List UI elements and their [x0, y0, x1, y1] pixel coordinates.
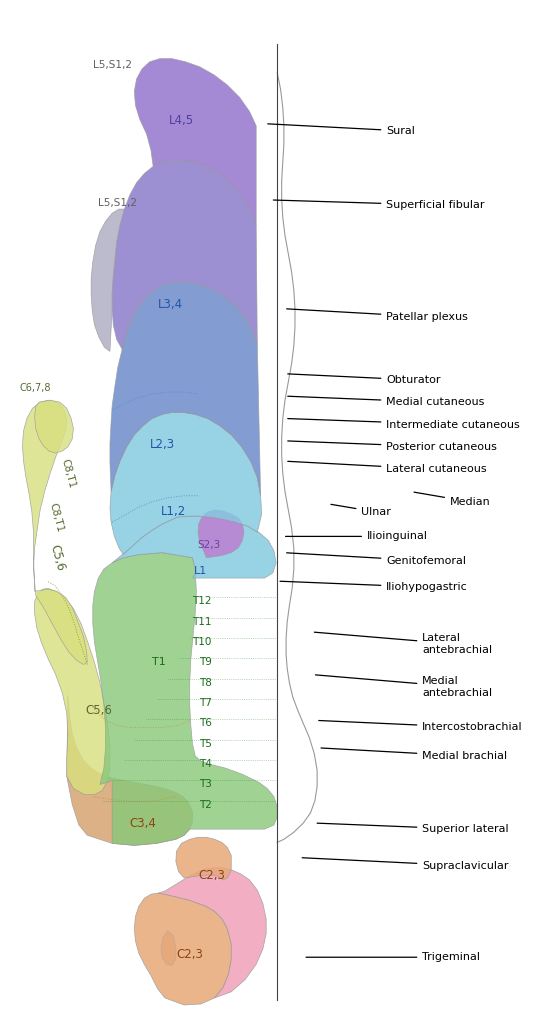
Polygon shape [134, 58, 256, 225]
Text: Lateral
antebrachial: Lateral antebrachial [314, 632, 493, 655]
Text: Supraclavicular: Supraclavicular [302, 858, 509, 870]
Text: L5,S1,2: L5,S1,2 [98, 198, 137, 208]
Text: L2,3: L2,3 [150, 438, 175, 452]
Polygon shape [91, 209, 124, 351]
Text: Medial
antebrachial: Medial antebrachial [315, 675, 493, 697]
Text: C5,6: C5,6 [47, 543, 66, 572]
Text: Obturator: Obturator [288, 374, 441, 385]
Text: C8,T1: C8,T1 [59, 458, 76, 489]
Polygon shape [157, 867, 266, 997]
Polygon shape [198, 510, 244, 558]
Text: T6: T6 [199, 719, 211, 728]
Text: T12: T12 [192, 596, 211, 606]
Polygon shape [110, 283, 261, 496]
Polygon shape [93, 553, 277, 846]
Text: C5,6: C5,6 [85, 703, 112, 717]
Text: T9: T9 [199, 657, 211, 668]
Text: T11: T11 [192, 616, 211, 627]
Text: Patellar plexus: Patellar plexus [287, 309, 468, 322]
Text: T5: T5 [199, 738, 211, 749]
Text: T4: T4 [199, 759, 211, 769]
Text: Lateral cutaneous: Lateral cutaneous [288, 462, 487, 474]
Text: T2: T2 [199, 800, 211, 810]
Text: Trigeminal: Trigeminal [306, 952, 480, 963]
Polygon shape [112, 161, 257, 349]
Polygon shape [176, 838, 231, 880]
Text: L3,4: L3,4 [158, 298, 183, 311]
Text: C2,3: C2,3 [176, 947, 203, 961]
Text: Ulnar: Ulnar [331, 505, 391, 517]
Text: S2,3: S2,3 [198, 540, 221, 550]
Text: L1,2: L1,2 [161, 506, 186, 518]
Text: L1: L1 [194, 566, 208, 575]
Text: Sural: Sural [268, 124, 415, 136]
Text: C2,3: C2,3 [199, 869, 225, 883]
Text: C8,T1: C8,T1 [47, 501, 64, 532]
Text: Intermediate cutaneous: Intermediate cutaneous [288, 419, 520, 430]
Polygon shape [22, 400, 87, 665]
Text: T10: T10 [192, 637, 211, 647]
Polygon shape [161, 931, 176, 966]
Text: C3,4: C3,4 [129, 816, 156, 829]
Polygon shape [35, 588, 110, 795]
Polygon shape [112, 516, 276, 579]
Text: Median: Median [414, 493, 491, 507]
Text: L5,S1,2: L5,S1,2 [93, 59, 132, 70]
Text: T7: T7 [199, 698, 211, 709]
Polygon shape [134, 893, 231, 1005]
Text: T3: T3 [199, 779, 211, 790]
Text: Ilioinguinal: Ilioinguinal [286, 531, 428, 542]
Polygon shape [67, 695, 193, 846]
Text: L4,5: L4,5 [169, 114, 194, 127]
Text: T1: T1 [152, 657, 166, 668]
Text: Posterior cutaneous: Posterior cutaneous [288, 441, 497, 452]
Text: C6,7,8: C6,7,8 [20, 383, 51, 393]
Text: Superficial fibular: Superficial fibular [273, 200, 485, 210]
Text: Iliohypogastric: Iliohypogastric [280, 582, 468, 592]
Text: Intercostobrachial: Intercostobrachial [319, 721, 523, 732]
Text: Superior lateral: Superior lateral [317, 823, 509, 835]
Polygon shape [35, 400, 74, 453]
Text: Medial brachial: Medial brachial [321, 748, 507, 761]
Text: T8: T8 [199, 678, 211, 688]
Text: Medial cutaneous: Medial cutaneous [288, 396, 485, 408]
Polygon shape [110, 413, 262, 555]
Text: Genitofemoral: Genitofemoral [287, 553, 466, 566]
